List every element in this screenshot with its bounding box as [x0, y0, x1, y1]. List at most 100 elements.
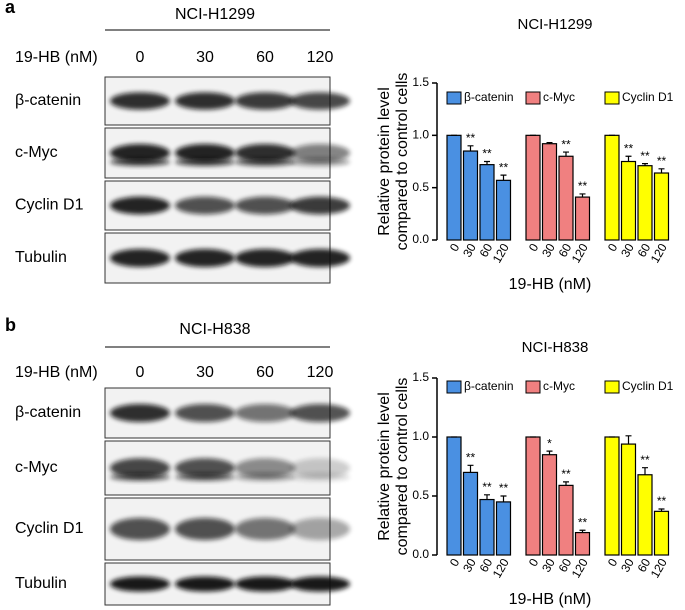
panel-letter: a: [5, 0, 16, 17]
y-axis-label: compared to control cells: [394, 73, 411, 251]
bar: [541, 143, 558, 241]
x-tick-label: 60: [477, 241, 496, 260]
bar: [541, 454, 558, 556]
bar: [462, 471, 479, 556]
blot-band: [290, 144, 350, 162]
x-tick-label: 60: [556, 241, 575, 260]
legend-label: Cyclin D1: [622, 379, 674, 393]
blot-label: Cyclin D1: [15, 197, 84, 214]
blot-band: [235, 92, 295, 110]
y-axis-label: compared to control cells: [394, 378, 411, 556]
chart-title: NCI-H1299: [517, 16, 592, 33]
error-bar: [625, 435, 632, 445]
legend-label: c-Myc: [543, 379, 575, 393]
dose-label: 120: [307, 49, 334, 66]
error-bar: [467, 464, 474, 473]
blot-band: [290, 249, 350, 267]
blot-band: [235, 404, 295, 422]
bar: [495, 179, 512, 241]
legend-label: c-Myc: [543, 90, 575, 104]
y-axis-label: Relative protein level: [376, 87, 393, 236]
blot-band: [110, 458, 170, 478]
treatment-label: 19-HB (nM): [15, 364, 98, 381]
significance: **: [482, 147, 492, 161]
blot-band: [175, 517, 235, 541]
blot-band: [175, 404, 235, 422]
bar: [637, 165, 653, 241]
bar: [574, 531, 591, 556]
significance: **: [561, 137, 571, 151]
blot-band: [175, 249, 235, 267]
blot-band: [110, 404, 170, 422]
blot-band: [110, 144, 170, 162]
legend-swatch: [525, 380, 541, 394]
significance: **: [466, 131, 476, 145]
x-tick-label: 60: [635, 241, 654, 260]
blot-label: c-Myc: [15, 459, 58, 476]
blot-label: c-Myc: [15, 144, 58, 161]
blot-band: [235, 158, 295, 166]
bar: [446, 134, 462, 241]
blot-band: [235, 196, 295, 215]
significance: **: [624, 141, 634, 155]
significance: **: [466, 450, 476, 464]
bar: [620, 160, 637, 241]
blot-band: [290, 473, 350, 481]
blot-band: [110, 92, 170, 110]
cell-line: NCI-H1299: [175, 6, 255, 23]
blot-band: [175, 473, 235, 481]
error-bar: [658, 508, 665, 512]
significance: **: [578, 179, 588, 193]
x-tick-label: 120: [490, 241, 512, 266]
treatment-label: 19-HB (nM): [15, 49, 98, 66]
blot-band: [290, 458, 350, 478]
bar: [653, 510, 670, 556]
blot-label: β-catenin: [15, 92, 81, 109]
blot-band: [175, 458, 235, 478]
error-bar: [484, 160, 490, 165]
error-bar: [579, 529, 586, 533]
significance: **: [499, 481, 509, 495]
error-bar: [625, 155, 632, 162]
x-tick-label: 60: [477, 556, 496, 575]
blot-band: [175, 92, 235, 110]
significance: **: [482, 480, 492, 494]
legend-swatch: [446, 380, 462, 394]
blot-band: [110, 517, 170, 541]
x-tick-label: 60: [556, 556, 575, 575]
x-axis-label: 19-HB (nM): [509, 591, 592, 608]
error-bar: [467, 145, 474, 152]
bar: [558, 484, 574, 556]
x-tick-label: 120: [648, 241, 670, 266]
blot-band: [110, 196, 170, 215]
bar: [479, 498, 495, 556]
legend-swatch: [446, 91, 462, 105]
blot-band: [290, 517, 350, 541]
x-axis-label: 19-HB (nM): [509, 276, 592, 293]
significance: **: [640, 149, 650, 163]
dose-label: 120: [307, 364, 334, 381]
legend-label: Cyclin D1: [622, 90, 674, 104]
x-tick-label: 30: [618, 241, 637, 260]
legend-label: β-catenin: [464, 379, 514, 393]
error-bar: [642, 162, 648, 166]
bar: [446, 436, 462, 556]
y-tick-label: 1.0: [412, 429, 429, 443]
legend-label: β-catenin: [464, 90, 514, 104]
x-tick-label: 120: [648, 556, 670, 581]
error-bar: [563, 151, 569, 157]
legend-swatch: [604, 91, 620, 105]
x-tick-label: 30: [460, 241, 479, 260]
blot-band: [175, 576, 235, 592]
blot-band: [110, 249, 170, 267]
blot-band: [235, 517, 295, 541]
blot-band: [175, 144, 235, 162]
error-bar: [642, 467, 648, 475]
blot-band: [290, 92, 350, 110]
y-tick-label: 1.0: [412, 128, 429, 142]
bar: [525, 134, 541, 241]
bar: [620, 443, 637, 556]
bar: [495, 501, 512, 556]
blot-band: [235, 249, 295, 267]
